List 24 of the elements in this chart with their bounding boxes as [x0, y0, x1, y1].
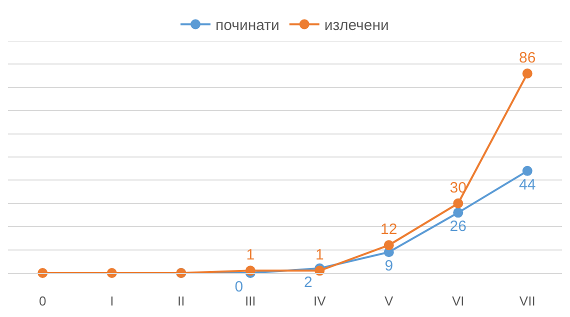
- data-label: 44: [519, 176, 536, 194]
- data-label: 26: [450, 218, 466, 236]
- x-tick-label: VI: [452, 294, 464, 309]
- x-tick-label: I: [110, 294, 114, 309]
- data-label: 86: [519, 49, 536, 66]
- x-tick-label: VII: [519, 294, 536, 309]
- legend-label: починати: [216, 17, 280, 34]
- legend-label: излечени: [324, 17, 389, 34]
- point: [453, 198, 464, 208]
- data-label: 9: [384, 258, 394, 275]
- x-tick-label: IV: [313, 294, 326, 309]
- x-tick-label: III: [244, 294, 256, 309]
- point: [453, 208, 464, 218]
- data-label: 1: [246, 246, 255, 264]
- x-tick-label: II: [178, 294, 185, 309]
- data-label: 12: [380, 221, 398, 238]
- data-label: 2: [304, 274, 312, 291]
- point: [522, 166, 532, 176]
- x-tick-label: 0: [39, 294, 46, 309]
- point: [384, 240, 394, 250]
- x-tick-label: V: [384, 294, 394, 309]
- data-label: 0: [234, 278, 244, 296]
- data-label: 1: [315, 246, 324, 264]
- point: [522, 68, 532, 78]
